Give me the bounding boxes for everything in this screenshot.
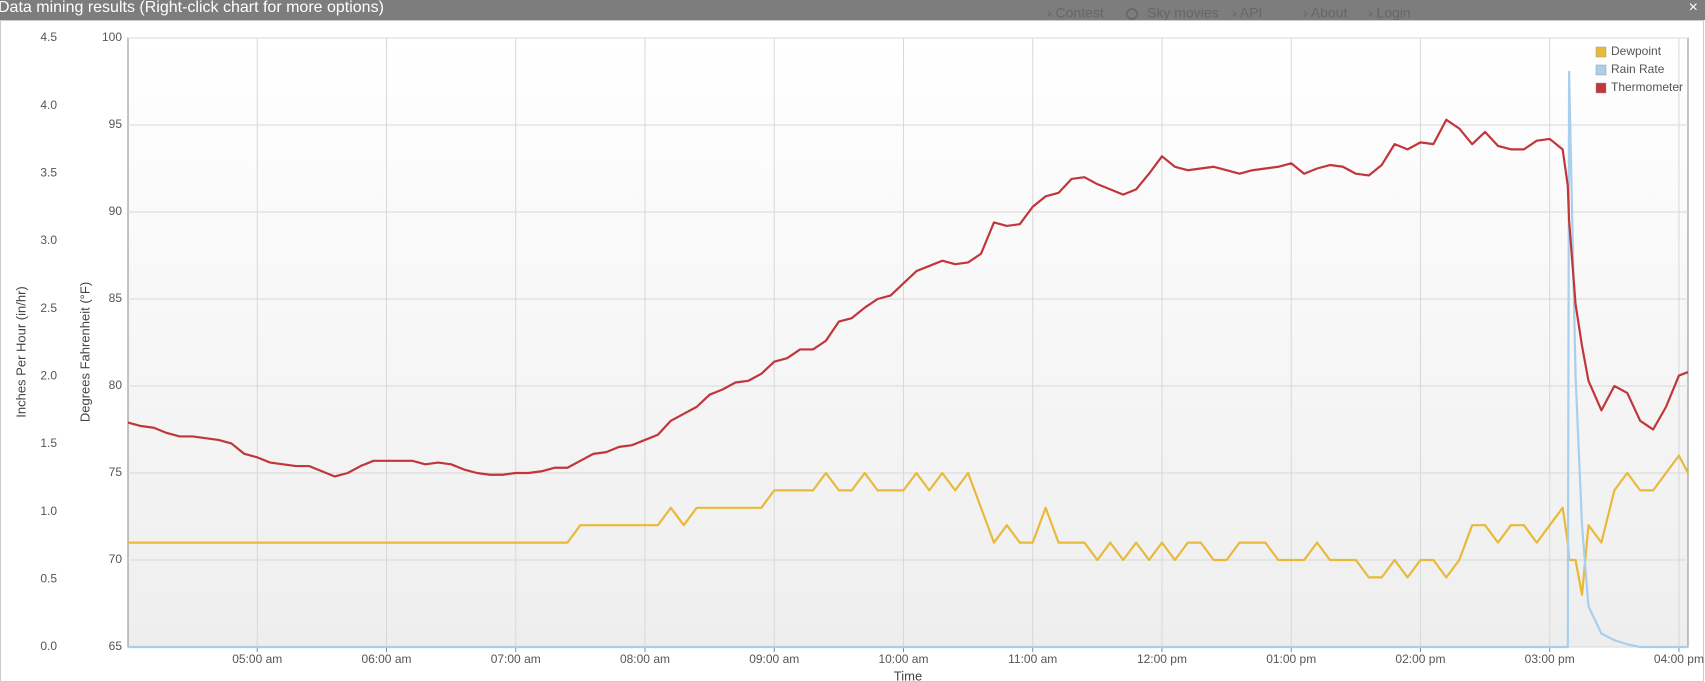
y-tick-label: 90 — [109, 204, 123, 218]
series-line — [127, 118, 1689, 478]
x-tick-label: 05:00 am — [232, 652, 282, 666]
y2-tick-label: 0.5 — [40, 572, 57, 586]
y-tick-label: 75 — [109, 465, 123, 479]
y2-tick-label: 0.0 — [40, 639, 57, 653]
nav-link[interactable]: › About — [1303, 5, 1347, 21]
legend-swatch — [1595, 82, 1607, 94]
nav-link[interactable]: › Login — [1368, 5, 1411, 21]
nav-link[interactable]: › API — [1232, 5, 1262, 21]
x-axis-title: Time — [894, 668, 922, 682]
x-tick-label: 08:00 am — [620, 652, 670, 666]
y-tick-label: 80 — [109, 378, 123, 392]
y2-tick-label: 3.5 — [40, 166, 57, 180]
x-tick-label: 03:00 pm — [1525, 652, 1575, 666]
legend-swatch — [1595, 64, 1607, 76]
nav-link[interactable]: Sky movies — [1147, 5, 1219, 21]
x-tick-label: 02:00 pm — [1395, 652, 1445, 666]
series-group — [127, 70, 1689, 649]
x-tick-label: 01:00 pm — [1266, 652, 1316, 666]
grid: 65 70 75 80 85 90 95 100 0.0 0.5 1.0 1.5 2.0 2.5 3.0 3.… — [40, 30, 1704, 666]
title-bar — [0, 0, 1705, 20]
y2-tick-label: 3.0 — [40, 233, 57, 247]
y-tick-label: 70 — [109, 552, 123, 566]
x-tick-label: 06:00 am — [361, 652, 411, 666]
nav-icon — [1126, 8, 1138, 20]
y2-tick-label: 1.0 — [40, 504, 57, 518]
x-tick-label: 12:00 pm — [1137, 652, 1187, 666]
x-tick-label: 10:00 am — [878, 652, 928, 666]
legend-label: Rain Rate — [1611, 62, 1665, 76]
y-tick-label: 65 — [109, 639, 123, 653]
y-tick-label: 100 — [102, 30, 122, 44]
x-tick-label: 11:00 am — [1008, 652, 1057, 666]
plot-area — [127, 37, 1689, 648]
y-tick-label: 85 — [109, 291, 123, 305]
legend: Dewpoint Rain Rate Thermometer — [1595, 44, 1683, 94]
x-tick-label: 07:00 am — [491, 652, 541, 666]
legend-swatch — [1595, 46, 1607, 58]
x-tick-label: 04:00 pm — [1654, 652, 1704, 666]
dialog-title: Data mining results (Right-click chart f… — [0, 0, 384, 16]
y-tick-label: 95 — [109, 117, 123, 131]
legend-label: Thermometer — [1611, 80, 1683, 94]
nav-link[interactable]: › Contest — [1047, 5, 1104, 21]
y2-tick-label: 1.5 — [40, 436, 57, 450]
y-axis-title: Degrees Fahrenheit (°F) — [77, 282, 92, 422]
y2-tick-label: 4.5 — [40, 30, 57, 44]
y2-tick-label: 2.5 — [40, 301, 57, 315]
y2-tick-label: 2.0 — [40, 369, 57, 383]
y2-axis-title: Inches Per Hour (in/hr) — [13, 286, 28, 418]
close-button[interactable]: × — [1689, 0, 1698, 16]
y2-tick-label: 4.0 — [40, 98, 57, 112]
series-line — [128, 70, 1688, 649]
x-tick-label: 09:00 am — [749, 652, 799, 666]
legend-label: Dewpoint — [1611, 44, 1662, 58]
series-line — [128, 454, 1689, 596]
